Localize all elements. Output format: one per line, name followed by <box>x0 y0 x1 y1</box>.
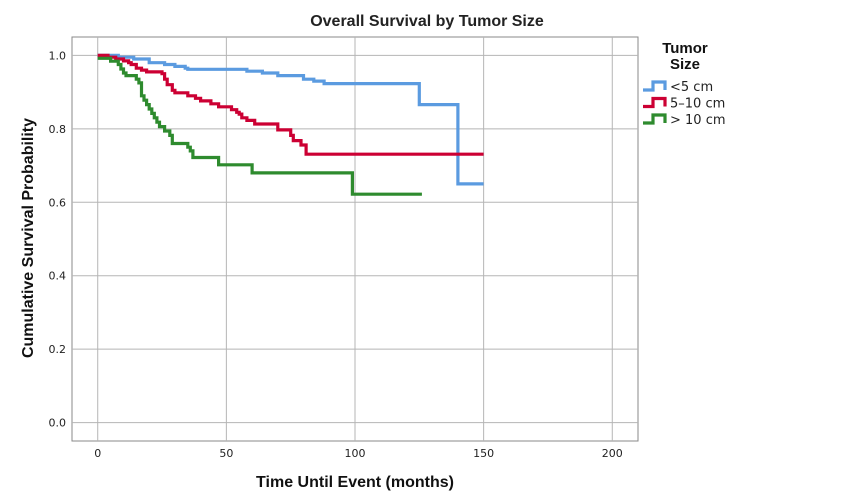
tick-labels: 0.0 0.2 0.4 0.6 0.8 1.0 0 50 100 150 200 <box>49 49 623 460</box>
series-line-3 <box>97 56 422 196</box>
legend-label-3: > 10 cm <box>670 113 726 128</box>
x-axis-label: Time Until Event (months) <box>256 474 454 491</box>
x-tick-label: 150 <box>473 447 494 460</box>
y-tick-label: 0.8 <box>49 123 67 136</box>
legend-label-1: <5 cm <box>670 80 713 95</box>
y-tick-label: 0.2 <box>49 343 67 356</box>
x-tick-label: 50 <box>219 447 233 460</box>
series-lines <box>97 53 484 196</box>
legend-label-2: 5–10 cm <box>670 97 725 112</box>
x-tick-label: 200 <box>602 447 623 460</box>
legend: Tumor Size <5 cm 5–10 cm> 10 cm <box>643 40 726 128</box>
y-tick-label: 0.4 <box>49 270 67 283</box>
legend-title-line2: Size <box>670 56 700 73</box>
legend-swatch-2 <box>643 96 667 109</box>
legend-title-line1: Tumor <box>662 40 708 57</box>
chart-title: Overall Survival by Tumor Size <box>310 13 544 30</box>
y-tick-label: 0.0 <box>49 417 67 430</box>
series-line-2 <box>97 53 484 156</box>
legend-swatch-3 <box>643 113 667 125</box>
x-tick-label: 0 <box>94 447 101 460</box>
y-tick-label: 1.0 <box>49 49 67 62</box>
x-tick-label: 100 <box>345 447 366 460</box>
grid <box>72 37 638 441</box>
legend-swatch-1 <box>643 80 667 92</box>
y-tick-label: 0.6 <box>49 196 67 209</box>
y-axis-label: Cumulative Survival Probability <box>20 118 37 358</box>
series-line-1 <box>97 53 484 186</box>
